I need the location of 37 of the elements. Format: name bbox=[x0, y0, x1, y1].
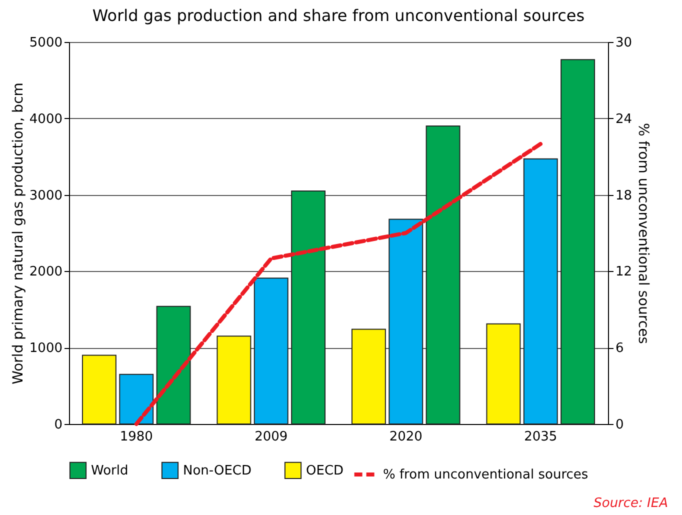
y2-tick-label: 30 bbox=[616, 36, 632, 50]
y2-tick-label: 12 bbox=[616, 264, 632, 280]
legend-label: World bbox=[91, 463, 128, 478]
bar bbox=[388, 218, 424, 424]
x-tick-label: 1980 bbox=[120, 430, 153, 444]
legend-label: Non-OECD bbox=[183, 463, 252, 478]
y2-tick-label: 18 bbox=[616, 188, 632, 204]
y2-axis-title: % from unconventional sources bbox=[635, 123, 652, 344]
bar bbox=[426, 126, 460, 424]
y-tick-label: 4000 bbox=[29, 112, 62, 127]
bar bbox=[291, 190, 326, 424]
x-tick-label: 2035 bbox=[524, 430, 558, 444]
bar bbox=[560, 59, 596, 424]
y2-tick-label: 24 bbox=[616, 112, 632, 127]
x-tick-label: 2020 bbox=[389, 430, 422, 444]
bar bbox=[254, 278, 288, 424]
y-tick-label: 3000 bbox=[29, 188, 62, 204]
bar bbox=[82, 354, 116, 424]
y-tick-label: 5000 bbox=[29, 36, 62, 50]
source-note: Source: IEA bbox=[594, 496, 668, 511]
bar bbox=[119, 374, 154, 424]
line-series bbox=[134, 142, 543, 426]
y-tick-label: 0 bbox=[54, 418, 62, 432]
bar bbox=[156, 306, 191, 424]
chart-title: World gas production and share from unconventional sources bbox=[92, 6, 585, 25]
bar bbox=[351, 328, 386, 424]
legend-label: OECD bbox=[306, 463, 344, 478]
legend-label: % from unconventional sources bbox=[383, 468, 588, 482]
y2-tick-label: 0 bbox=[616, 418, 624, 432]
x-tick-label: 2009 bbox=[254, 430, 288, 444]
bar bbox=[523, 158, 558, 424]
y2-tick-label: 6 bbox=[616, 341, 624, 356]
y-axis-title: World primary natural gas production, bcm bbox=[10, 82, 26, 384]
bar bbox=[216, 336, 252, 424]
y-tick-label: 1000 bbox=[29, 341, 62, 356]
bar bbox=[486, 323, 521, 424]
y-tick-label: 2000 bbox=[29, 264, 62, 280]
